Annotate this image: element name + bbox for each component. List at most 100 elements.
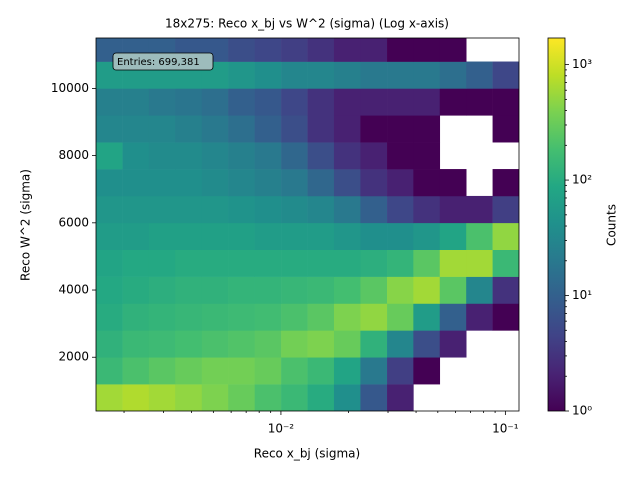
bin bbox=[228, 384, 255, 411]
bin bbox=[175, 142, 203, 170]
bin bbox=[360, 303, 388, 331]
bin bbox=[439, 222, 467, 251]
bin bbox=[122, 222, 150, 251]
bin bbox=[228, 303, 255, 331]
bin bbox=[122, 142, 150, 170]
bin bbox=[439, 88, 467, 116]
bin bbox=[96, 384, 123, 411]
bin bbox=[122, 357, 150, 385]
bin bbox=[307, 169, 335, 197]
bin bbox=[307, 61, 335, 89]
bin bbox=[96, 357, 123, 385]
bin bbox=[333, 222, 361, 251]
bin bbox=[281, 357, 308, 385]
bin bbox=[148, 115, 176, 143]
bin bbox=[228, 249, 255, 277]
bin bbox=[466, 195, 493, 224]
bin bbox=[333, 88, 361, 116]
y-tick-label: 8000 bbox=[58, 148, 89, 162]
bin bbox=[307, 142, 335, 170]
bin bbox=[281, 142, 308, 170]
bin bbox=[333, 303, 361, 331]
bin bbox=[96, 142, 123, 170]
bin bbox=[96, 115, 123, 143]
bin bbox=[360, 142, 388, 170]
bin bbox=[122, 303, 150, 331]
bin bbox=[387, 195, 414, 224]
bin bbox=[360, 88, 388, 116]
bin bbox=[439, 61, 467, 89]
bin bbox=[307, 276, 335, 304]
bin bbox=[439, 195, 467, 224]
bin bbox=[387, 222, 414, 251]
colorbar bbox=[547, 37, 566, 412]
bin bbox=[254, 38, 282, 62]
bin bbox=[387, 330, 414, 358]
y-tick-label: 4000 bbox=[58, 283, 89, 297]
bin bbox=[387, 115, 414, 143]
bin bbox=[413, 357, 441, 385]
bin bbox=[360, 169, 388, 197]
bin bbox=[254, 330, 282, 358]
chart-title: 18x275: Reco x_bj vs W^2 (sigma) (Log x-… bbox=[165, 17, 449, 31]
bin bbox=[254, 249, 282, 277]
bin bbox=[96, 88, 123, 116]
bin bbox=[228, 195, 255, 224]
bin bbox=[228, 38, 255, 62]
bin bbox=[148, 88, 176, 116]
bin bbox=[492, 115, 519, 143]
bin bbox=[439, 276, 467, 304]
bin bbox=[148, 222, 176, 251]
bin bbox=[492, 276, 519, 304]
y-tick-label: 2000 bbox=[58, 350, 89, 364]
heatmap bbox=[96, 38, 519, 411]
bin bbox=[413, 38, 441, 62]
bin bbox=[387, 61, 414, 89]
bin bbox=[360, 384, 388, 411]
bin bbox=[201, 142, 229, 170]
bin bbox=[281, 195, 308, 224]
bin bbox=[254, 61, 282, 89]
bin bbox=[333, 195, 361, 224]
bin bbox=[307, 357, 335, 385]
bin bbox=[387, 142, 414, 170]
bin bbox=[254, 222, 282, 251]
bin bbox=[148, 142, 176, 170]
bin bbox=[201, 115, 229, 143]
bin bbox=[175, 195, 203, 224]
bin bbox=[96, 276, 123, 304]
bin bbox=[307, 38, 335, 62]
bin bbox=[201, 330, 229, 358]
bin bbox=[387, 249, 414, 277]
bin bbox=[228, 330, 255, 358]
bin bbox=[175, 357, 203, 385]
bin bbox=[387, 169, 414, 197]
bin bbox=[439, 169, 467, 197]
bin bbox=[307, 303, 335, 331]
bin bbox=[466, 222, 493, 251]
bin bbox=[466, 61, 493, 89]
bin bbox=[148, 303, 176, 331]
bin bbox=[175, 115, 203, 143]
x-tick-label: 10⁻¹ bbox=[492, 422, 519, 436]
bin bbox=[228, 222, 255, 251]
bin bbox=[387, 384, 414, 411]
bin bbox=[413, 330, 441, 358]
bin bbox=[492, 303, 519, 331]
bin bbox=[413, 115, 441, 143]
bin bbox=[201, 195, 229, 224]
bin bbox=[228, 61, 255, 89]
bin bbox=[387, 38, 414, 62]
bin bbox=[175, 276, 203, 304]
bin bbox=[360, 222, 388, 251]
bin bbox=[333, 249, 361, 277]
bin bbox=[96, 195, 123, 224]
bin bbox=[492, 169, 519, 197]
bin bbox=[96, 222, 123, 251]
bin bbox=[281, 115, 308, 143]
bin bbox=[387, 303, 414, 331]
bin bbox=[228, 276, 255, 304]
y-tick-label: 10000 bbox=[51, 81, 89, 95]
bin bbox=[439, 249, 467, 277]
bin bbox=[333, 384, 361, 411]
